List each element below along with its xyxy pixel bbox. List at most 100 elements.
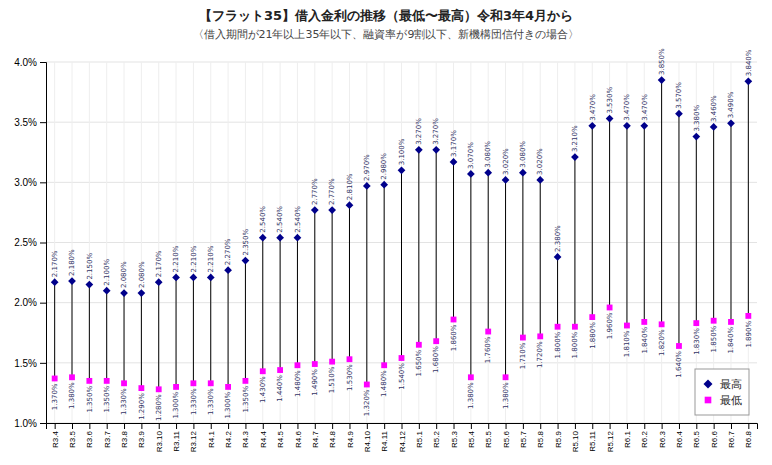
grid-line: [54, 62, 55, 423]
data-label: 1.350%: [103, 386, 111, 413]
x-tick-label: R3.8: [120, 430, 129, 447]
stem: [384, 185, 385, 365]
point: [744, 77, 752, 85]
x-tick-mark: [575, 423, 576, 429]
point: [208, 380, 214, 386]
point: [51, 278, 59, 286]
data-label: 3.070%: [467, 142, 475, 169]
stem: [522, 173, 523, 338]
data-label: 2.810%: [346, 173, 354, 200]
x-tick-mark: [644, 423, 645, 429]
x-tick-mark: [402, 423, 403, 429]
x-axis-line: [47, 424, 758, 430]
point: [520, 335, 526, 341]
data-label: 1.330%: [120, 388, 128, 415]
data-label: 3.470%: [588, 94, 596, 121]
data-label: 2.970%: [363, 154, 371, 181]
x-tick: R5.7: [519, 423, 528, 448]
point: [485, 329, 491, 335]
x-tick: R4.8: [328, 423, 337, 448]
point: [555, 324, 561, 330]
data-label: 2.100%: [103, 259, 111, 286]
x-tick-label: R5.3: [450, 430, 459, 447]
point: [156, 386, 162, 392]
point: [295, 362, 301, 368]
x-tick-mark: [141, 423, 142, 429]
x-tick-label: R6.4: [675, 430, 684, 447]
x-tick-mark: [419, 423, 420, 429]
grid-line: [158, 62, 159, 423]
point: [676, 343, 682, 349]
x-tick: R5.10: [571, 423, 580, 452]
data-label: 3.080%: [484, 141, 492, 168]
data-label: 3.460%: [710, 95, 718, 122]
data-label: 3.530%: [606, 87, 614, 114]
grid-line: [488, 62, 489, 423]
grid-line: [176, 62, 177, 423]
stem: [314, 210, 315, 364]
legend-label: 最高: [720, 378, 742, 391]
x-tick-mark: [55, 423, 56, 429]
data-label: 1.430%: [259, 376, 267, 403]
point: [68, 277, 76, 285]
data-label: 2.150%: [86, 253, 94, 280]
y-tick: 1.5%: [14, 358, 46, 369]
x-tick-label: R6.5: [692, 430, 701, 447]
x-tick: R5.6: [502, 423, 511, 448]
x-tick: R5.12: [606, 423, 615, 452]
x-tick-label: R5.5: [484, 430, 493, 447]
grid-line: [124, 62, 125, 423]
x-tick-label: R6.7: [727, 430, 736, 447]
y-tick-mark: [40, 423, 46, 424]
y-tick: 2.0%: [14, 297, 46, 308]
stem: [349, 205, 350, 359]
y-tick-label: 2.5%: [14, 237, 37, 248]
x-tick-label: R5.6: [502, 430, 511, 447]
y-tick: 1.0%: [14, 418, 46, 429]
grid-line: [314, 62, 315, 423]
y-tick-mark: [40, 303, 46, 304]
stem: [713, 127, 714, 321]
stem: [470, 174, 471, 377]
y-tick-mark: [40, 363, 46, 364]
stem: [574, 157, 575, 327]
x-tick: R4.11: [380, 423, 389, 452]
grid-line: [574, 62, 575, 423]
stem: [158, 282, 159, 389]
x-tick: R5.11: [588, 423, 597, 452]
grid-line: [470, 62, 471, 423]
x-tick: R4.1: [207, 423, 216, 448]
stem: [661, 80, 662, 324]
point: [519, 169, 527, 177]
point: [347, 356, 353, 362]
x-tick-mark: [679, 423, 680, 429]
data-label: 3.080%: [519, 141, 527, 168]
x-tick-label: R3.5: [68, 430, 77, 447]
x-tick-label: R6.8: [744, 430, 753, 447]
point: [276, 234, 284, 242]
legend-item: 最高: [704, 378, 742, 391]
data-label: 1.960%: [606, 312, 614, 339]
y-tick-label: 2.0%: [14, 297, 37, 308]
x-tick-mark: [89, 423, 90, 429]
point: [675, 110, 683, 118]
x-tick-mark: [592, 423, 593, 429]
x-tick-label: R3.9: [137, 430, 146, 447]
x-tick-label: R4.12: [398, 430, 407, 452]
x-tick-mark: [627, 423, 628, 429]
point: [120, 289, 128, 297]
grid-line: [366, 62, 367, 423]
x-tick-mark: [107, 423, 108, 429]
stem: [626, 126, 627, 326]
x-tick-label: R4.1: [207, 430, 216, 447]
point: [155, 278, 163, 286]
point: [571, 153, 579, 161]
data-label: 3.020%: [502, 148, 510, 175]
x-tick: R4.10: [363, 423, 372, 452]
data-label: 1.850%: [710, 325, 718, 352]
stem: [297, 238, 298, 366]
stem: [228, 270, 229, 387]
data-label: 2.210%: [190, 245, 198, 272]
point: [727, 119, 735, 127]
data-label: 1.290%: [138, 393, 146, 420]
